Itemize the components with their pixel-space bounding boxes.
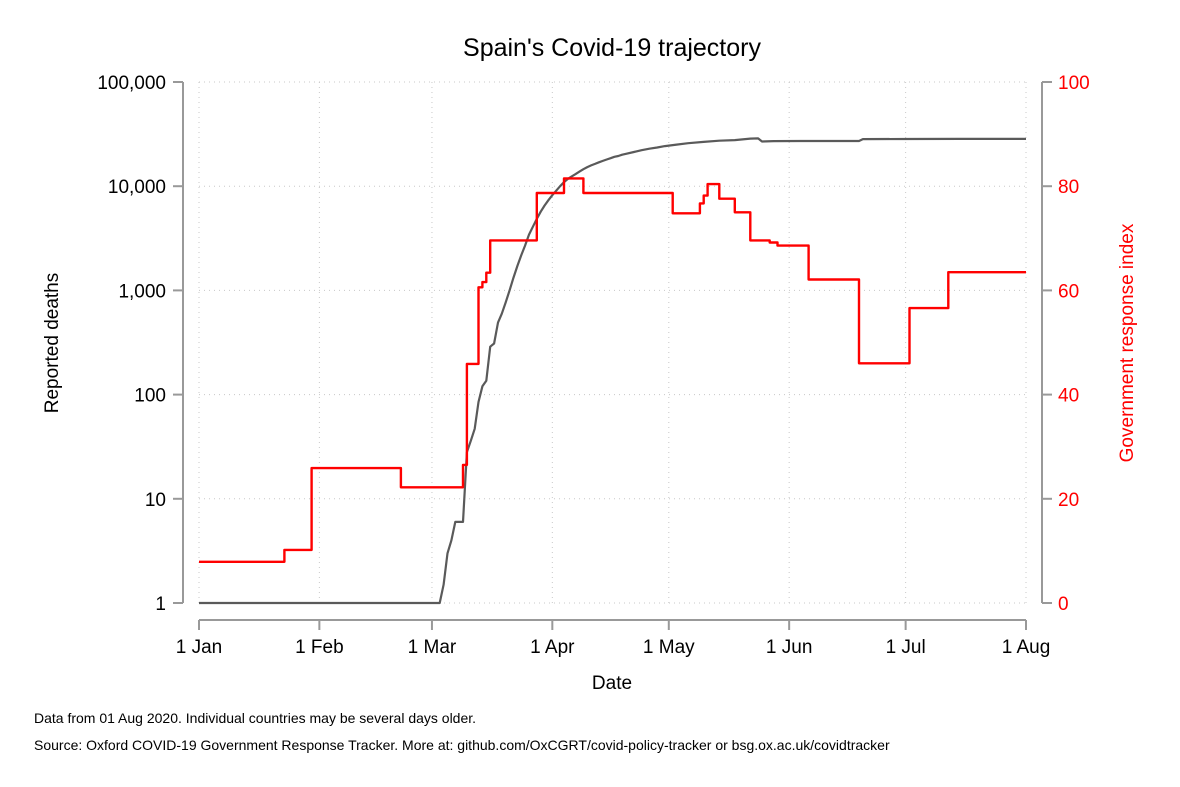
right-tick-label: 100: [1058, 73, 1090, 94]
series-line-reported-deaths: [199, 137, 1026, 605]
x-tick-label: 1 Apr: [530, 637, 575, 658]
left-tick-label: 100,000: [97, 73, 166, 94]
right-tick-label: 60: [1058, 281, 1079, 302]
right-tick-label: 20: [1058, 490, 1079, 511]
chart-title: Spain's Covid-19 trajectory: [463, 34, 761, 62]
right-tick-label: 0: [1058, 594, 1069, 615]
left-tick-label: 1: [155, 594, 166, 615]
left-tick-label: 100: [134, 386, 166, 407]
x-axis-ticks: 1 Jan 1 Feb 1 Mar 1 Apr 1 May 1 Jun 1 Jul 1 Aug: [176, 620, 1051, 658]
left-tick-label: 10,000: [108, 177, 166, 198]
x-tick-label: 1 Feb: [295, 637, 344, 658]
left-tick-label: 10: [145, 490, 166, 511]
x-tick-label: 1 Aug: [1002, 637, 1051, 658]
x-tick-label: 1 May: [643, 637, 695, 658]
left-axis-ticks: 1 10 100 1,000 10,000 100,000: [97, 73, 183, 615]
x-tick-label: 1 Mar: [408, 637, 457, 658]
left-axis-label: Reported deaths: [42, 273, 63, 414]
right-tick-label: 40: [1058, 386, 1079, 407]
x-tick-label: 1 Jun: [766, 637, 812, 658]
right-tick-label: 80: [1058, 177, 1079, 198]
footnote-data-date: Data from 01 Aug 2020. Individual countr…: [34, 710, 477, 726]
footnote-source: Source: Oxford COVID-19 Government Respo…: [34, 737, 890, 753]
right-axis-ticks: 0 20 40 60 80 100: [1042, 73, 1090, 615]
series-layer: [199, 137, 1026, 605]
series-line-government-response-index: [199, 177, 1026, 563]
x-tick-label: 1 Jan: [176, 637, 222, 658]
x-tick-label: 1 Jul: [886, 637, 926, 658]
left-tick-label: 1,000: [118, 281, 166, 302]
right-axis-label: Government response index: [1117, 223, 1138, 462]
x-axis-label: Date: [592, 673, 632, 694]
grid-lines: [198, 81, 1027, 604]
